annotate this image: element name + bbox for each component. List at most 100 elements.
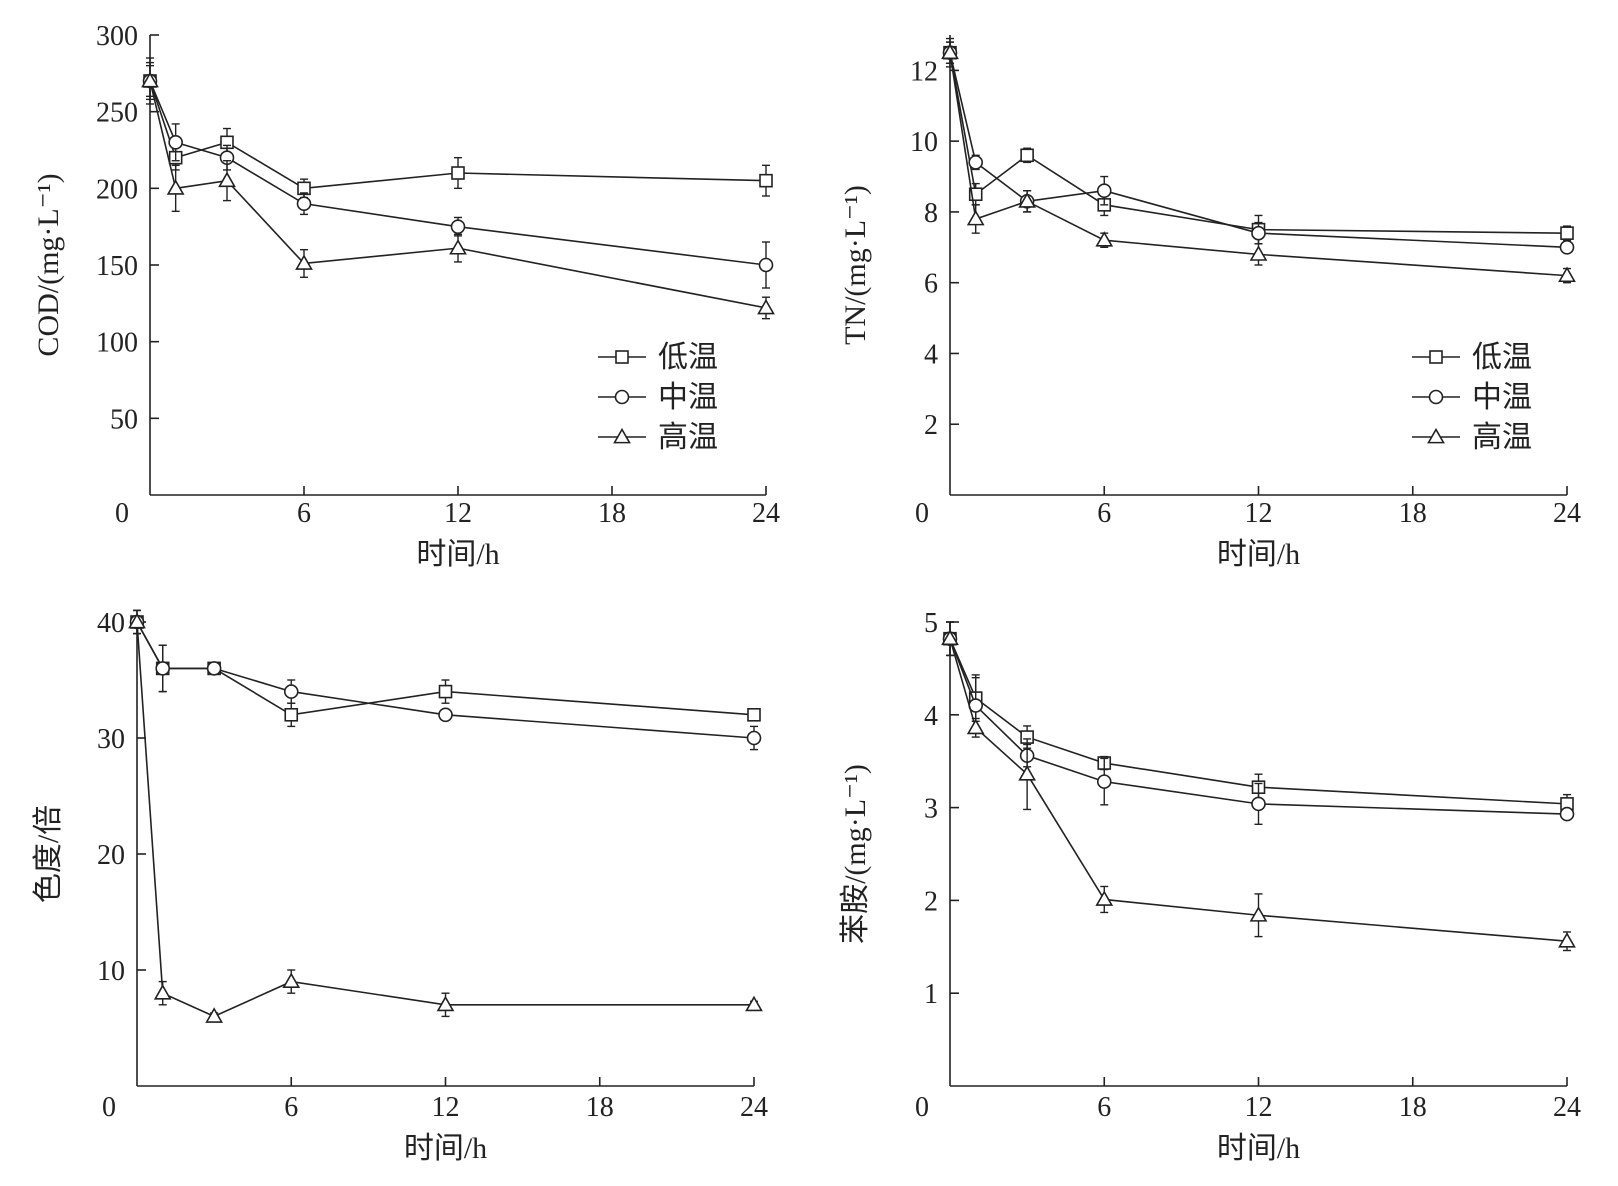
chart-panel-1: 0 6 12 18 24 50 100 150 200 250 300 时间/h COD/(mg·L⁻¹… [32, 21, 780, 571]
series-square [143, 57, 773, 199]
legend-label: 低温 [1472, 341, 1532, 374]
data-point-circle [1096, 774, 1112, 789]
data-point-square [747, 707, 761, 722]
data-point-circle [1559, 240, 1575, 255]
data-point-triangle [282, 972, 301, 989]
x-axis-label: 时间/h [404, 1132, 487, 1165]
y-tick-label: 100 [96, 328, 138, 359]
y-tick-label: 8 [924, 198, 938, 229]
data-point-triangle [153, 984, 172, 1000]
x-tick-label: 24 [740, 1092, 768, 1123]
x-tick-label: 12 [432, 1092, 460, 1123]
data-point-triangle [757, 298, 775, 315]
x-tick-label: 6 [1097, 1092, 1111, 1123]
x-tick-label: 24 [1553, 1092, 1581, 1123]
data-point-triangle [1249, 906, 1268, 922]
y-tick-label: 4 [924, 339, 938, 370]
data-point-triangle [166, 179, 185, 195]
data-point-square [759, 173, 773, 188]
x-axis-label: 时间/h [1217, 538, 1300, 571]
x-axis-label: 时间/h [416, 538, 499, 571]
data-point-square [438, 684, 453, 699]
y-tick-label: 20 [97, 840, 125, 871]
legend-marker-circle [614, 389, 630, 405]
data-point-triangle [141, 71, 159, 88]
series-line [949, 638, 1568, 815]
series-line [136, 621, 755, 739]
series-line [149, 80, 767, 266]
data-point-triangle [941, 43, 959, 60]
x-tick-label: 6 [1097, 498, 1111, 529]
y-tick-label: 4 [924, 701, 938, 732]
series-triangle [128, 609, 763, 1023]
y-tick-label: 2 [924, 886, 938, 917]
data-point-triangle [205, 1007, 224, 1023]
data-point-triangle [1018, 765, 1037, 781]
data-point-triangle [1558, 932, 1576, 948]
y-tick-label: 3 [924, 794, 938, 825]
x-tick-label: 12 [1245, 1092, 1273, 1123]
data-point-circle [155, 661, 171, 676]
data-point-circle [450, 219, 466, 234]
series-line [949, 52, 1568, 277]
x-tick-label: 24 [1553, 498, 1581, 529]
series-triangle [941, 621, 1576, 952]
series-circle [942, 41, 1575, 255]
data-point-triangle [966, 718, 985, 735]
data-point-circle [206, 661, 222, 676]
y-tick-label: 200 [96, 174, 138, 205]
data-point-square [1020, 148, 1034, 163]
y-tick-label: 150 [96, 251, 138, 282]
data-point-circle [968, 155, 984, 170]
y-tick-label: 300 [96, 21, 138, 52]
y-tick-label: 12 [910, 56, 938, 87]
chart-panel-3: 0 6 12 18 24 10 20 30 40 时间/h 色度/倍 [32, 608, 768, 1165]
data-point-triangle [1018, 192, 1037, 208]
data-point-square [451, 166, 465, 180]
data-point-circle [168, 135, 183, 150]
x-tick-label: 18 [1399, 1092, 1427, 1123]
x-tick-label: 6 [297, 498, 311, 529]
x-tick-label: 0 [915, 498, 929, 529]
x-tick-label: 18 [598, 498, 626, 529]
data-point-triangle [295, 254, 313, 270]
data-point-triangle [745, 995, 763, 1012]
y-axis-label: TN/(mg·L⁻¹) [839, 185, 872, 345]
y-axis-label: COD/(mg·L⁻¹) [32, 173, 65, 356]
data-point-triangle [218, 171, 236, 188]
y-tick-label: 1 [924, 979, 938, 1010]
data-point-triangle [966, 209, 985, 226]
x-tick-label: 0 [102, 1092, 116, 1123]
legend-marker-triangle [613, 427, 631, 444]
y-axis-label: 苯胺/(mg·L⁻¹) [839, 764, 872, 944]
data-point-triangle [941, 629, 959, 646]
y-tick-label: 30 [97, 724, 125, 755]
x-axis-label: 时间/h [1217, 1132, 1300, 1165]
series-square [943, 37, 1574, 245]
legend-label: 低温 [658, 341, 718, 374]
legend-marker-triangle [1427, 427, 1445, 444]
legend-label: 高温 [658, 421, 718, 454]
x-tick-label: 0 [115, 498, 129, 529]
series-line [949, 638, 1568, 943]
data-point-circle [1251, 225, 1266, 241]
data-point-circle [283, 684, 299, 699]
x-tick-label: 12 [444, 498, 472, 529]
x-tick-label: 18 [586, 1092, 614, 1123]
x-tick-label: 6 [284, 1092, 298, 1123]
y-tick-label: 10 [910, 127, 938, 158]
y-tick-label: 2 [924, 410, 938, 441]
x-tick-label: 0 [915, 1092, 929, 1123]
legend-label: 中温 [1472, 381, 1532, 414]
series-line [949, 638, 1568, 805]
y-tick-label: 250 [96, 98, 138, 129]
series-line [136, 621, 754, 1018]
y-tick-label: 40 [97, 608, 125, 639]
series-line [949, 52, 1568, 249]
legend-label: 高温 [1472, 421, 1532, 454]
